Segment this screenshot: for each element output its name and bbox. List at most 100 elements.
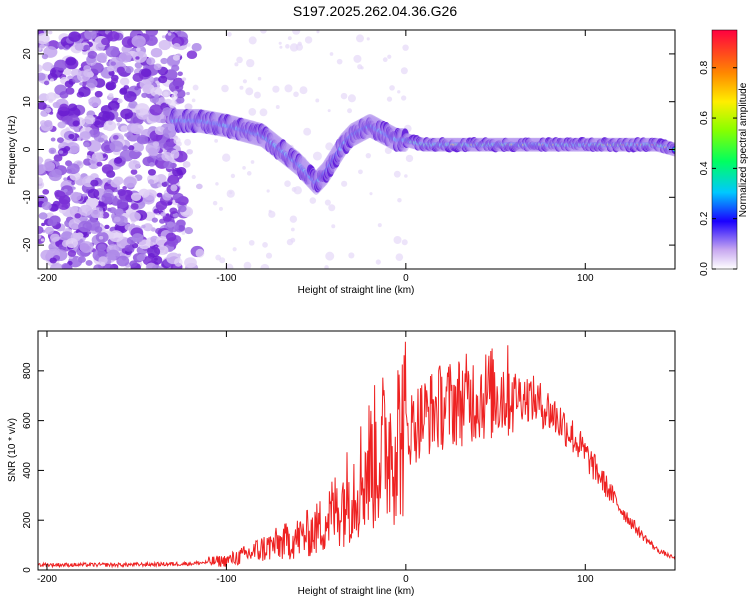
spectrogram-cell bbox=[68, 133, 75, 140]
spectrogram-cell bbox=[309, 197, 317, 204]
spectrogram-cell bbox=[165, 232, 177, 242]
spectrogram-cell bbox=[171, 93, 178, 101]
spectrogram-cell bbox=[89, 128, 100, 138]
spectrogram-cell bbox=[123, 176, 137, 188]
spectrogram-cell bbox=[116, 198, 129, 209]
spectrogram-cell bbox=[172, 54, 180, 61]
spectrogram-cell bbox=[124, 224, 133, 231]
spectrogram-cell bbox=[146, 57, 156, 66]
spectrogram-cell bbox=[61, 263, 71, 269]
spectrogram-cell bbox=[44, 107, 52, 114]
spectrogram-cell bbox=[239, 85, 244, 90]
spectrogram-cell bbox=[79, 82, 84, 86]
spectrogram-y-tick-label: 20 bbox=[22, 48, 33, 60]
spectrogram-cell bbox=[161, 35, 166, 39]
spectrogram-x-tick-label: -100 bbox=[216, 273, 236, 284]
spectrogram-cell bbox=[57, 199, 71, 210]
spectrogram-cell bbox=[57, 121, 66, 129]
spectrogram-cell bbox=[163, 141, 174, 151]
spectrogram-cell bbox=[173, 137, 181, 145]
spectrogram-cell bbox=[65, 56, 77, 66]
spectrogram-cell bbox=[160, 211, 166, 217]
spectrogram-cell bbox=[87, 50, 98, 59]
spectrogram-cell bbox=[158, 75, 168, 84]
spectrogram-cell bbox=[51, 168, 62, 178]
spectrogram-cell bbox=[89, 157, 98, 165]
spectrogram-cell bbox=[287, 36, 292, 41]
spectrogram-cell bbox=[139, 79, 152, 90]
spectrogram-cell bbox=[177, 71, 183, 77]
spectrogram-cell bbox=[402, 44, 409, 51]
spectrogram-cell bbox=[140, 68, 152, 78]
spectrogram-cell bbox=[88, 96, 102, 108]
spectrogram-cell bbox=[70, 205, 79, 213]
spectrogram-cell bbox=[97, 137, 105, 143]
spectrogram-cell bbox=[134, 61, 143, 69]
spectrogram-cell bbox=[116, 122, 121, 126]
spectrogram-cell bbox=[278, 41, 282, 45]
spectrogram-x-tick-label: 0 bbox=[403, 273, 409, 284]
spectrogram-cell bbox=[163, 160, 174, 169]
spectrogram-cell bbox=[260, 30, 267, 34]
spectrogram-cell bbox=[167, 201, 173, 206]
spectrogram-cell bbox=[49, 257, 57, 264]
spectrogram-cell bbox=[227, 31, 232, 37]
spectrogram-cell bbox=[74, 43, 84, 51]
spectrogram-cell bbox=[74, 213, 81, 219]
spectrogram-cell bbox=[172, 199, 176, 203]
spectrogram-cell bbox=[113, 216, 121, 223]
spectrogram-cell bbox=[382, 57, 388, 63]
spectrogram-cell bbox=[155, 174, 167, 183]
spectrogram-cell bbox=[174, 258, 183, 267]
spectrogram-cell bbox=[152, 264, 161, 269]
spectrogram-cell bbox=[160, 57, 168, 65]
snr-y-tick-label: 600 bbox=[22, 412, 33, 429]
spectrogram-cell bbox=[70, 191, 82, 202]
spectrogram-cell bbox=[130, 192, 142, 202]
spectrogram-cell bbox=[68, 31, 81, 42]
spectrogram-cell bbox=[53, 154, 63, 162]
spectrogram-cell bbox=[98, 110, 111, 122]
spectrogram-cell bbox=[290, 227, 295, 232]
spectrogram-cell bbox=[154, 126, 166, 136]
spectrogram-cell bbox=[38, 47, 42, 51]
spectrogram-cell bbox=[156, 192, 163, 198]
spectrogram-cell bbox=[215, 182, 219, 186]
spectrogram-cell bbox=[331, 224, 336, 229]
spectrogram-cell bbox=[125, 66, 134, 74]
spectrogram-cell bbox=[253, 91, 261, 99]
spectrogram-cell bbox=[285, 44, 290, 49]
spectrogram-cell bbox=[145, 30, 158, 37]
spectrogram-cell bbox=[329, 52, 334, 56]
spectrogram-cell bbox=[262, 242, 268, 248]
spectrogram-cell bbox=[63, 177, 68, 181]
spectrogram-cell bbox=[393, 170, 401, 178]
spectrogram-cell bbox=[62, 68, 72, 76]
spectrogram-cell bbox=[172, 90, 178, 95]
spectrogram-cell bbox=[138, 188, 150, 198]
spectrogram-cell bbox=[365, 152, 372, 159]
spectrogram-cell bbox=[90, 210, 101, 219]
spectrogram-cell bbox=[130, 203, 139, 210]
spectrogram-cell bbox=[169, 30, 175, 33]
spectrogram-cell bbox=[147, 168, 157, 176]
spectrogram-x-ticks: -200 -100 0 100 bbox=[37, 30, 594, 284]
spectrogram-cell bbox=[268, 209, 272, 213]
spectrogram-cell bbox=[154, 94, 160, 99]
spectrogram-cell bbox=[225, 263, 234, 269]
spectrogram-cell bbox=[120, 108, 134, 120]
spectrogram-cell bbox=[134, 86, 139, 91]
spectrogram-cell bbox=[110, 61, 116, 66]
spectrogram-cell bbox=[242, 166, 246, 170]
spectrogram-cell bbox=[66, 163, 80, 175]
spectrogram-cell bbox=[170, 149, 180, 159]
spectrogram-cell bbox=[86, 78, 98, 88]
spectrogram-cell bbox=[155, 200, 168, 211]
spectrogram-cell bbox=[167, 174, 180, 185]
spectrogram-cell bbox=[72, 186, 76, 190]
spectrogram-cell bbox=[83, 193, 87, 197]
spectrogram-cell bbox=[68, 103, 78, 112]
spectrogram-y-tick-label: 10 bbox=[22, 96, 33, 108]
spectrogram-cell bbox=[114, 208, 124, 216]
spectrogram-cell bbox=[141, 92, 148, 98]
